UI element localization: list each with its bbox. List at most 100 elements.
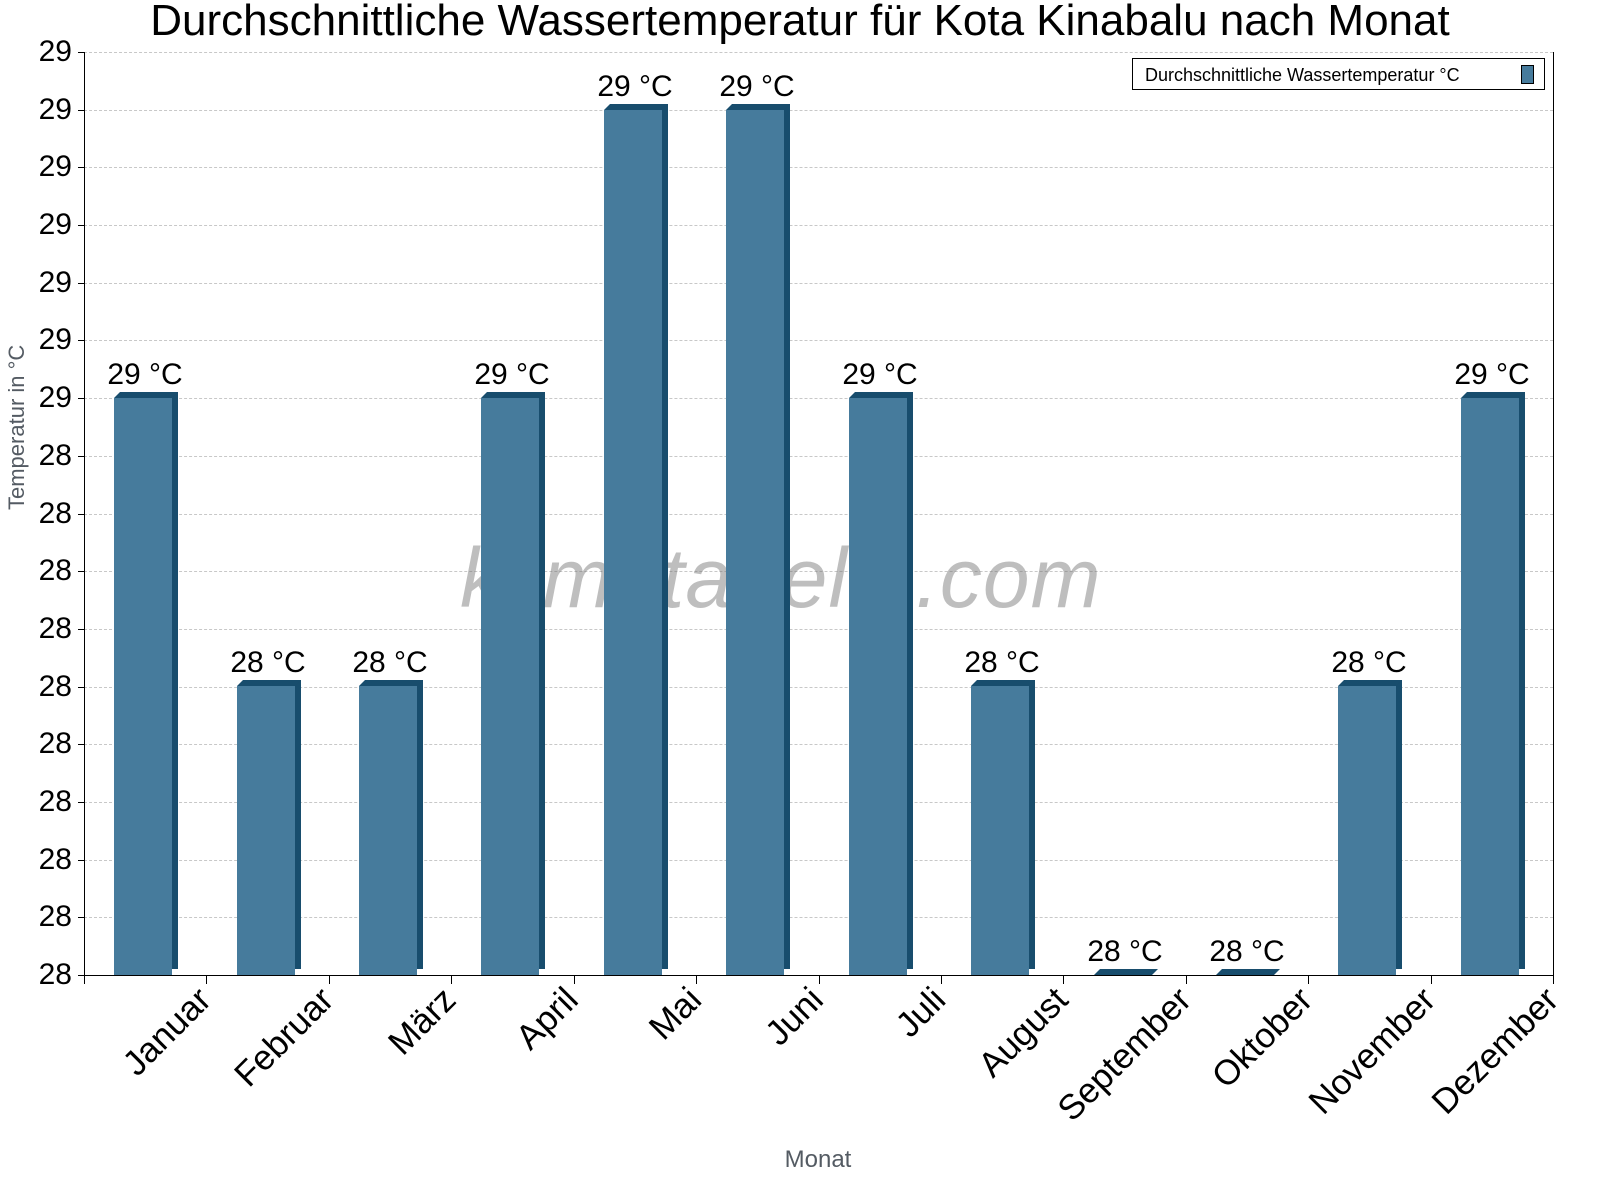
chart-title: Durchschnittliche Wassertemperatur für K… [150,0,1450,45]
x-tick-label: August [970,980,1076,1085]
right-axis-line [1553,52,1554,976]
y-tick [78,167,85,168]
y-tick [78,917,85,918]
gridline [84,802,1553,803]
bar [237,680,301,975]
y-tick-label: 29 [38,266,72,299]
bar-value-label: 28 °C [1209,935,1285,968]
gridline [84,167,1553,168]
bar-value-label: 28 °C [230,646,306,679]
x-tick [1553,975,1554,984]
x-tick [329,975,330,984]
gridline [84,52,1553,53]
gridline [84,456,1553,457]
gridline [84,687,1553,688]
bar-value-label: 29 °C [474,358,550,391]
x-tick [819,975,820,984]
y-tick [78,52,85,53]
y-tick [78,802,85,803]
legend-swatch-icon [1521,65,1534,84]
bar-value-label: 28 °C [352,646,428,679]
y-tick [78,571,85,572]
bar-value-label: 29 °C [597,70,673,103]
y-tick [78,283,85,284]
x-tick [1186,975,1187,984]
y-tick-label: 28 [38,727,72,760]
y-tick-label: 28 [38,554,72,587]
bar [1461,392,1525,975]
gridline [84,917,1553,918]
legend-label: Durchschnittliche Wassertemperatur °C [1145,65,1460,85]
y-tick [78,110,85,111]
x-tick-label: September [1050,980,1199,1129]
x-tick-label: Oktober [1204,980,1321,1096]
x-tick [451,975,452,984]
gridline [84,629,1553,630]
bar-value-label: 28 °C [964,646,1040,679]
gridline [84,110,1553,111]
x-tick [206,975,207,984]
x-tick-label: Februar [226,980,342,1095]
gridline [84,744,1553,745]
gridline [84,225,1553,226]
y-tick [78,860,85,861]
y-tick-label: 29 [38,323,72,356]
y-tick-label: 29 [38,93,72,126]
y-tick [78,744,85,745]
y-tick [78,687,85,688]
x-tick [1431,975,1432,984]
gridline [84,571,1553,572]
x-tick [696,975,697,984]
bar-value-label: 29 °C [719,70,795,103]
gridline [84,514,1553,515]
y-axis-title: Temperatur in °C [4,344,29,510]
y-tick-label: 29 [38,381,72,414]
legend: Durchschnittliche Wassertemperatur °C [1132,58,1545,90]
y-tick [78,398,85,399]
y-tick-label: 28 [38,785,72,818]
x-tick-label: Juli [888,980,954,1045]
bar [1216,969,1280,975]
x-tick-label: Januar [115,980,219,1084]
y-axis-line [84,52,85,976]
x-axis-title: Monat [784,1146,852,1173]
bar [114,392,178,975]
x-tick-label: April [508,980,586,1058]
gridline [84,340,1553,341]
y-tick-label: 28 [38,612,72,645]
bar [359,680,423,975]
y-tick [78,340,85,341]
gridline [84,860,1553,861]
y-tick [78,456,85,457]
y-tick-label: 29 [38,208,72,241]
bar [849,392,913,975]
x-tick [84,975,85,984]
y-tick-label: 28 [38,843,72,876]
x-tick [941,975,942,984]
y-tick-label: 29 [38,35,72,68]
bar-value-label: 29 °C [1454,358,1530,391]
y-tick-label: 28 [38,497,72,530]
x-tick-label: November [1301,980,1444,1122]
x-tick-label: Dezember [1424,980,1567,1122]
x-tick-label: März [380,980,464,1063]
gridline [84,283,1553,284]
bar [1338,680,1402,975]
x-tick-label: Mai [641,980,709,1048]
x-tick [1063,975,1064,984]
y-tick-label: 29 [38,150,72,183]
y-tick [78,629,85,630]
bar-value-label: 29 °C [107,358,183,391]
y-tick [78,225,85,226]
bar [481,392,545,975]
x-tick-label: Juni [757,980,831,1053]
y-tick-label: 28 [38,439,72,472]
bar [971,680,1035,975]
bar-value-label: 28 °C [1331,646,1407,679]
bar [604,104,668,975]
bar-value-label: 28 °C [1087,935,1163,968]
y-tick-label: 28 [38,900,72,933]
bar [1094,969,1158,975]
x-tick [1308,975,1309,984]
gridline [84,398,1553,399]
